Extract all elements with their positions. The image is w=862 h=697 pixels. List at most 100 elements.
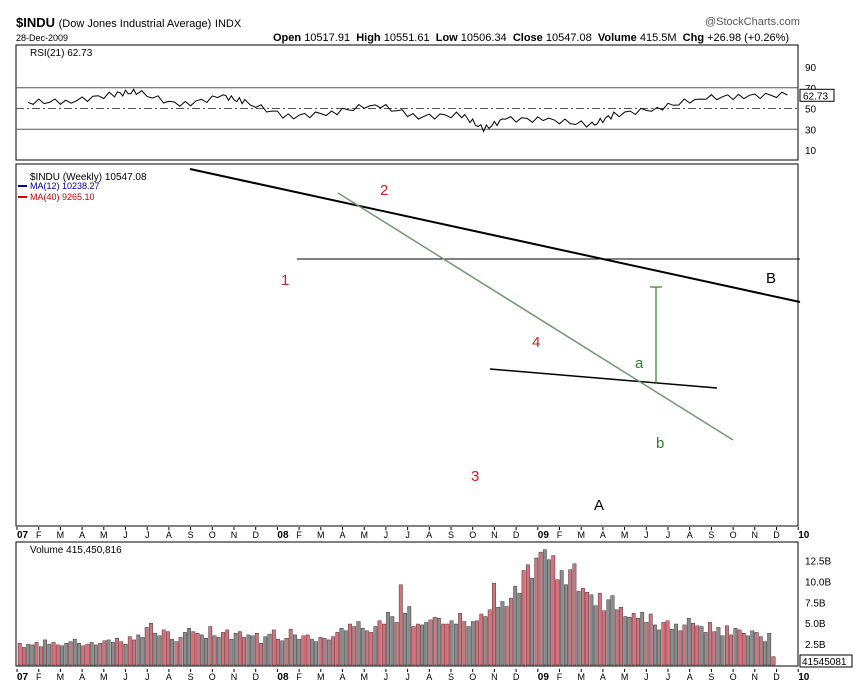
volume-bar (132, 639, 136, 666)
copyright: @StockCharts.com (705, 16, 800, 28)
volume-bar (614, 609, 619, 666)
volume-bar (521, 570, 526, 666)
volume-bar (504, 606, 509, 666)
volume-bar (631, 613, 636, 666)
volume-bar (293, 634, 297, 666)
volume-x-tick-label: D (773, 672, 780, 682)
volume-bar (60, 645, 64, 666)
volume-bar (470, 621, 475, 666)
volume-bar (492, 582, 496, 666)
volume-bar (424, 622, 429, 666)
volume-x-tick-label: N (752, 672, 759, 682)
volume-bar (123, 643, 128, 666)
volume-bar (322, 638, 327, 666)
volume-x-tick-label: M (57, 672, 65, 682)
volume-bar (699, 626, 704, 666)
ma40-legend: MA(40) 9265.10 (30, 192, 95, 202)
volume-bar (695, 625, 700, 666)
volume-bar (716, 627, 721, 666)
volume-bar (627, 617, 632, 666)
volume-bar (310, 638, 314, 666)
volume-bar (170, 638, 174, 666)
volume-bar (415, 623, 420, 666)
volume-bar (64, 643, 69, 666)
volume-bar (754, 632, 759, 666)
volume-bar (43, 639, 48, 666)
price-x-tick-label: M (100, 530, 108, 540)
price-x-tick-label: A (166, 530, 172, 540)
volume-bar (110, 642, 115, 666)
volume-bar (572, 563, 577, 666)
volume-bar (360, 628, 365, 666)
volume-bar (559, 570, 564, 666)
volume-bar (331, 636, 335, 666)
volume-bar (174, 641, 179, 666)
volume-label: Volume (597, 32, 637, 44)
volume-legend: Volume 415,450,816 (30, 545, 122, 556)
volume-bar (420, 624, 424, 666)
volume-bar (89, 642, 94, 666)
volume-bar (432, 617, 437, 666)
volume-bar (576, 591, 581, 666)
volume-bar (593, 605, 598, 666)
chart-title: $INDU (Dow Jones Industrial Average) IND… (16, 15, 241, 30)
volume-bar (513, 586, 518, 666)
price-x-tick-label: J (666, 530, 671, 540)
volume-bar (85, 643, 90, 666)
price-x-tick-label: J (123, 530, 128, 540)
volume-bar (284, 638, 289, 666)
rsi-legend: RSI(21) 62.73 (30, 48, 93, 59)
volume-bar (555, 579, 560, 666)
volume-bar (115, 638, 120, 666)
volume-bar (466, 626, 471, 666)
volume-bar (373, 626, 378, 666)
volume-bar (242, 637, 246, 666)
price-x-tick-label: M (57, 530, 65, 540)
volume-bar (212, 635, 217, 666)
volume-bar (136, 634, 141, 666)
trendline-resistance (189, 168, 801, 303)
exchange: INDX (214, 18, 242, 30)
volume-bar (733, 628, 738, 666)
volume-bar (644, 622, 649, 666)
volume-bar (204, 638, 208, 666)
volume-x-tick-label: S (708, 672, 714, 682)
volume-bar (636, 618, 640, 666)
price-x-tick-label: N (231, 530, 238, 540)
volume-bar (55, 644, 60, 666)
volume-bar (686, 618, 691, 666)
volume-x-tick-label: 08 (277, 672, 289, 683)
volume-bar (589, 594, 594, 666)
volume-bar (767, 633, 772, 666)
price-x-tick-label: S (708, 530, 714, 540)
volume-tick-label: 5.0B (805, 619, 826, 630)
volume-bar (708, 622, 712, 666)
volume-bar (542, 549, 547, 666)
price-panel-frame (15, 163, 799, 527)
volume-bar (280, 640, 285, 666)
price-x-tick-label: A (339, 530, 345, 540)
wave-label-2: 2 (380, 182, 388, 199)
volume-bar (720, 635, 725, 666)
volume-bar (475, 620, 479, 666)
symbol: $INDU (16, 15, 56, 30)
volume-x-tick-label: A (426, 672, 432, 682)
price-x-tick-label: N (491, 530, 498, 540)
price-x-tick-label: D (513, 530, 520, 540)
volume-bar (458, 613, 462, 666)
volume-x-tick-label: D (252, 672, 259, 682)
price-legend-title: $INDU (Weekly) 10547.08 (30, 172, 147, 183)
volume-bar (496, 607, 501, 666)
volume-bar (81, 645, 86, 666)
volume-bar (187, 628, 191, 666)
volume-x-tick-label: J (145, 672, 150, 682)
volume-x-tick-label: F (36, 672, 42, 682)
low-value: 10506.34 (460, 32, 507, 44)
price-x-tick-label: M (621, 530, 629, 540)
volume-bar (479, 613, 484, 666)
volume-bar (34, 642, 39, 666)
volume-bar (398, 584, 403, 666)
volume-bar (737, 629, 742, 666)
volume-x-tick-label: 10 (798, 672, 810, 683)
wave-label-3: 3 (471, 468, 479, 485)
